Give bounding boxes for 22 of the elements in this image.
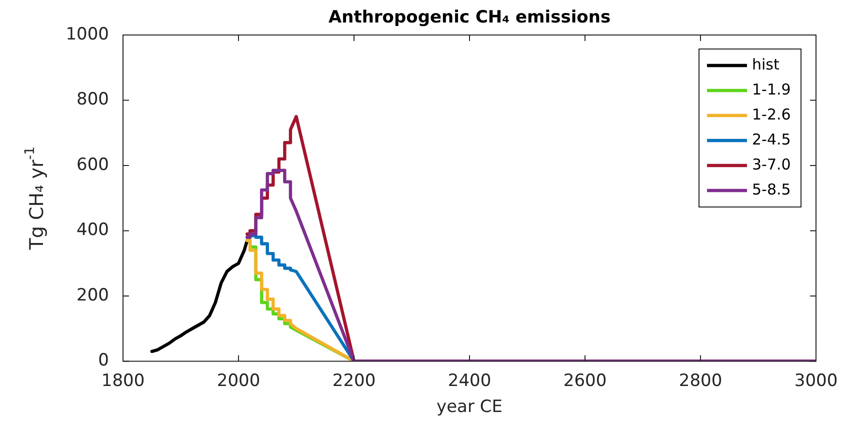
y-tick-label: 1000 <box>66 24 109 44</box>
legend-label: 2-4.5 <box>752 130 791 148</box>
y-tick-label: 400 <box>76 220 109 240</box>
y-tick-label: 800 <box>76 90 109 110</box>
x-tick-label: 2800 <box>678 370 722 391</box>
legend-label: 3-7.0 <box>752 155 791 174</box>
y-tick-label: 0 <box>98 350 109 371</box>
legend-label: hist <box>752 55 780 74</box>
legend-label: 5-8.5 <box>752 180 791 198</box>
legend-label: 1-1.9 <box>752 80 791 98</box>
x-tick-label: 1800 <box>101 370 145 391</box>
legend-label: 1-2.6 <box>752 105 791 124</box>
chart-title: Anthropogenic CH₄ emissions <box>328 7 611 28</box>
y-tick-label: 600 <box>76 154 109 175</box>
y-tick-label: 200 <box>76 285 109 306</box>
x-axis-title: year CE <box>436 397 502 418</box>
y-axis-title: Tg CH₄ yr-1 <box>22 146 48 251</box>
x-tick-label: 3000 <box>794 370 838 391</box>
x-tick-label: 2200 <box>332 370 376 391</box>
x-tick-label: 2000 <box>216 370 260 391</box>
x-tick-label: 2400 <box>448 370 492 391</box>
x-tick-label: 2600 <box>563 370 607 391</box>
